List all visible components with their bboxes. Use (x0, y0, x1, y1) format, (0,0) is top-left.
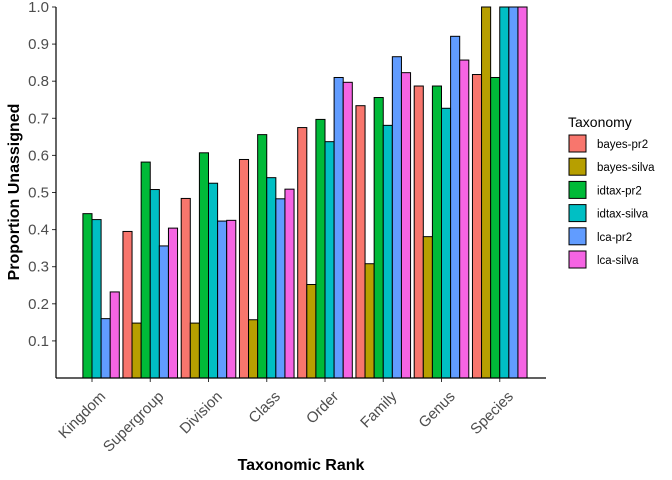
bar-class-lca-silva (284, 188, 295, 379)
y-tick-label: 0.3 (28, 259, 49, 276)
y-tick-label: 0.8 (28, 73, 49, 90)
bar-order-bayes-silva (306, 284, 317, 379)
bar-species-idtax-silva (499, 6, 510, 379)
x-tick-label-order: Order (303, 388, 342, 427)
y-tick-label: 0.2 (28, 296, 49, 313)
x-tick-label-species: Species (467, 388, 517, 438)
bar-species-idtax-pr2 (490, 76, 501, 379)
bar-species-lca-silva (517, 6, 528, 379)
bar-supergroup-idtax-pr2 (140, 161, 151, 379)
bar-supergroup-lca-pr2 (158, 245, 169, 379)
bar-division-idtax-pr2 (198, 152, 209, 379)
legend-key-bayes-pr2 (568, 134, 587, 153)
bar-class-idtax-silva (266, 177, 277, 379)
bar-supergroup-bayes-pr2 (122, 230, 133, 379)
x-tick-label-family: Family (357, 388, 401, 432)
bar-order-idtax-pr2 (315, 118, 326, 379)
x-tick-label-kingdom: Kingdom (55, 388, 109, 442)
legend-key-lca-silva (568, 250, 587, 269)
legend-key-idtax-pr2 (568, 180, 587, 199)
y-tick-label: 0.5 (28, 185, 49, 202)
x-tick-label-division: Division (177, 388, 226, 437)
legend: Taxonomy bayes-pr2 bayes-silva idtax-pr2 id… (568, 114, 655, 269)
bar-division-bayes-pr2 (180, 197, 191, 379)
y-tick-label: 0.9 (28, 36, 49, 53)
bar-order-bayes-pr2 (297, 127, 308, 379)
bar-kingdom-lca-silva (109, 291, 120, 379)
bar-family-lca-pr2 (391, 56, 402, 379)
bar-genus-idtax-silva (441, 107, 452, 379)
legend-label-bayes-silva: bayes-silva (597, 162, 655, 174)
bar-supergroup-idtax-silva (149, 189, 160, 379)
legend-label-lca-pr2: lca-pr2 (597, 232, 632, 244)
y-axis-title: Proportion Unassigned (6, 104, 23, 281)
bar-kingdom-idtax-pr2 (82, 213, 93, 379)
bar-kingdom-idtax-silva (91, 219, 102, 379)
bar-class-bayes-silva (248, 319, 259, 379)
y-tick-label: 0.1 (28, 333, 49, 350)
bar-supergroup-bayes-silva (131, 322, 142, 379)
bar-family-lca-silva (400, 72, 412, 379)
bar-division-bayes-silva (189, 322, 200, 379)
bar-division-idtax-silva (208, 182, 219, 379)
x-axis-title: Taxonomic Rank (238, 457, 365, 474)
x-tick-label-supergroup: Supergroup (100, 388, 167, 455)
legend-label-idtax-silva: idtax-silva (597, 209, 649, 221)
bar-family-bayes-pr2 (355, 105, 366, 379)
bar-genus-idtax-pr2 (431, 85, 442, 379)
legend-key-idtax-silva (568, 204, 587, 223)
bar-order-idtax-silva (324, 141, 335, 379)
x-tick-label-genus: Genus (415, 388, 458, 431)
bar-species-bayes-pr2 (471, 74, 483, 379)
bar-class-lca-pr2 (275, 198, 286, 379)
bar-genus-bayes-pr2 (413, 85, 424, 379)
bar-class-bayes-pr2 (238, 158, 250, 379)
legend-label-bayes-pr2: bayes-pr2 (597, 139, 648, 151)
bar-species-lca-pr2 (508, 6, 519, 379)
bar-division-lca-pr2 (217, 220, 228, 379)
bar-family-bayes-silva (364, 263, 375, 379)
bar-species-bayes-silva (481, 6, 492, 379)
bar-order-lca-silva (342, 81, 353, 379)
y-axis-ticks: 0.1 0.2 0.3 0.4 0.5 0.6 0.7 0.8 0.9 1.0 (28, 0, 56, 350)
bar-class-idtax-pr2 (257, 134, 268, 379)
legend-label-idtax-pr2: idtax-pr2 (597, 185, 642, 197)
x-tick-label-class: Class (245, 388, 284, 427)
bar-family-idtax-pr2 (373, 97, 384, 379)
bar-family-idtax-silva (382, 124, 393, 379)
bar-division-lca-silva (226, 219, 237, 379)
legend-label-lca-silva: lca-silva (597, 255, 639, 267)
legend-title: Taxonomy (568, 114, 632, 130)
bar-genus-lca-silva (459, 59, 470, 379)
y-tick-label: 1.0 (28, 0, 49, 16)
bar-order-lca-pr2 (333, 76, 344, 379)
legend-key-bayes-silva (568, 157, 587, 176)
legend-key-lca-pr2 (568, 227, 587, 246)
bar-supergroup-lca-silva (167, 227, 179, 379)
bars-layer (82, 6, 528, 379)
y-tick-label: 0.4 (28, 222, 49, 239)
bar-kingdom-lca-pr2 (100, 318, 111, 379)
y-tick-label: 0.6 (28, 147, 49, 164)
bar-genus-bayes-silva (422, 236, 433, 379)
y-tick-label: 0.7 (28, 110, 49, 127)
bar-genus-lca-pr2 (450, 35, 461, 379)
